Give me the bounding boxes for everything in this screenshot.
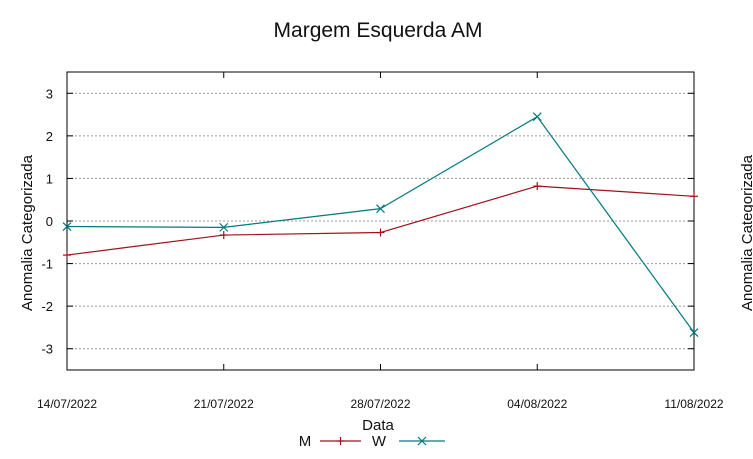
x-axis-label: Data — [362, 417, 394, 434]
legend-marker — [417, 436, 427, 446]
axis-ticks: -3 -2 -1 0 1 2 3 14/07/2022 21/07/2022 28/07/2022… — [37, 72, 724, 411]
data-point-w — [62, 222, 72, 231]
data-point-m — [63, 251, 71, 260]
legend-label: M — [299, 433, 312, 450]
y-tick-label: 1 — [46, 171, 53, 186]
y-tick-label: 3 — [46, 86, 53, 101]
y-tick-label: 0 — [46, 214, 53, 229]
data-point-w — [532, 112, 542, 122]
marker-stroke-d2 — [219, 222, 229, 232]
legend-marker — [336, 437, 345, 445]
data-point-m — [690, 192, 698, 201]
x-tick-label: 14/07/2022 — [37, 397, 97, 411]
legend-item-w: W — [372, 433, 445, 450]
series — [62, 112, 699, 337]
x-tick-label: 21/07/2022 — [194, 397, 254, 411]
y-tick-label: -3 — [41, 342, 53, 357]
y-tick-label: -1 — [41, 257, 53, 272]
marker-stroke-d2 — [417, 436, 427, 446]
marker-stroke-d2 — [532, 112, 542, 122]
data-point-w — [219, 222, 229, 232]
right-axis-label-clipped: Anomalia Categorizada — [739, 154, 753, 311]
x-tick-label: 11/08/2022 — [664, 397, 723, 411]
series-line-w — [66, 115, 695, 333]
data-point-m — [376, 228, 385, 237]
y-tick-label: 2 — [46, 129, 53, 144]
data-point-m — [219, 231, 228, 240]
x-tick-label: 28/07/2022 — [350, 397, 410, 411]
grid — [67, 92, 694, 350]
legend-item-m: M — [299, 433, 361, 450]
legend-label: W — [372, 433, 387, 450]
data-point-w — [689, 328, 699, 337]
data-point-w — [376, 204, 385, 214]
data-point-m — [533, 182, 542, 191]
marker-stroke-d2 — [62, 222, 72, 231]
y-axis-label: Anomalia Categorizada — [19, 154, 36, 311]
y-tick-label: -2 — [41, 299, 53, 314]
x-tick-label: 04/08/2022 — [507, 397, 567, 411]
chart-title: Margem Esquerda AM — [274, 19, 483, 42]
marker-stroke-d2 — [689, 328, 699, 337]
marker-stroke-d2 — [376, 204, 385, 214]
